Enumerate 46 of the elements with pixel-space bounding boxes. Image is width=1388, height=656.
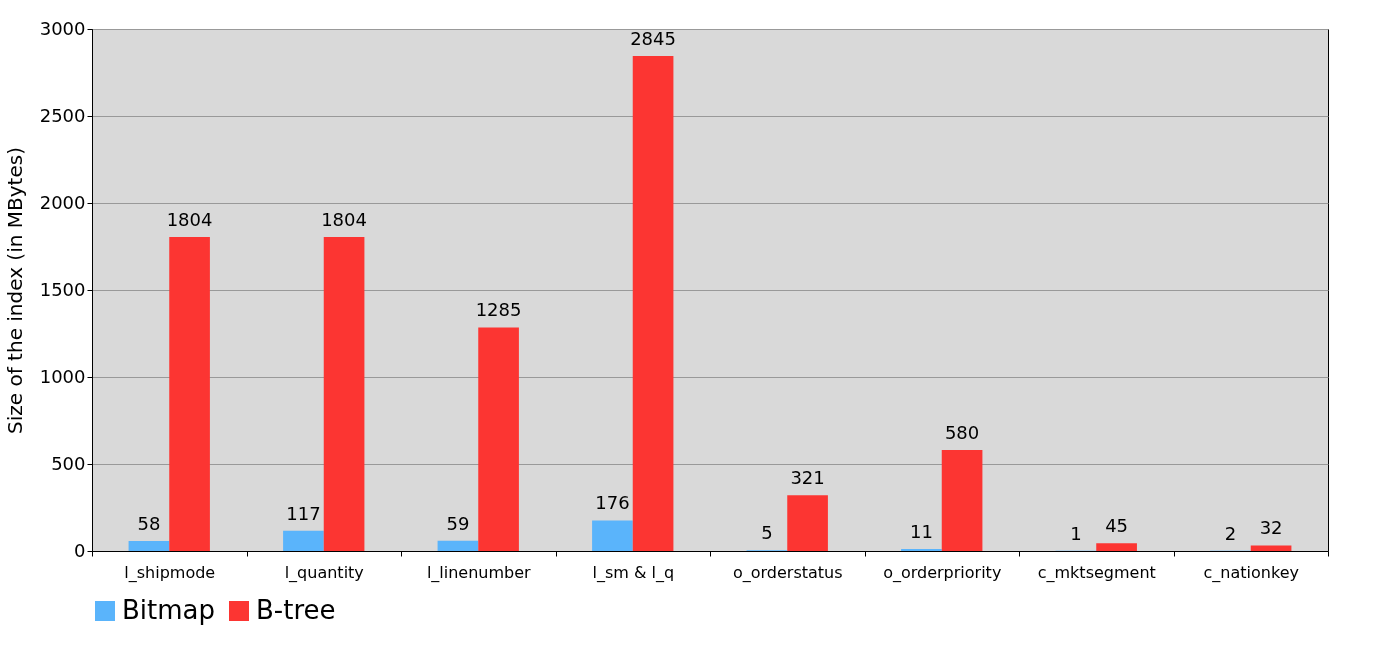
- y-tick-label: 3000: [39, 17, 86, 39]
- y-axis-title: Size of the index (in MBytes): [2, 147, 27, 434]
- data-label: 32: [1259, 517, 1283, 539]
- bar: [323, 237, 365, 551]
- y-tick-label: 500: [51, 452, 86, 474]
- data-label: 5: [761, 522, 773, 544]
- y-tick-label: 1000: [39, 365, 86, 387]
- data-label: 45: [1105, 515, 1129, 537]
- x-tick-label: l_shipmode: [124, 562, 216, 583]
- legend-label: B-tree: [256, 595, 336, 625]
- data-label: 176: [595, 492, 630, 514]
- data-label: 2845: [630, 27, 676, 49]
- data-label: 1804: [321, 209, 367, 231]
- y-tick-label: 1500: [39, 278, 86, 300]
- legend-label: Bitmap: [122, 595, 216, 625]
- x-tick-label: l_quantity: [284, 562, 364, 583]
- bar: [437, 540, 479, 551]
- bar: [169, 237, 210, 551]
- bar: [283, 530, 324, 551]
- x-tick-label: l_sm & l_q: [592, 562, 675, 583]
- bar: [478, 327, 519, 551]
- bar: [1096, 543, 1137, 551]
- data-label: 1: [1070, 522, 1082, 544]
- data-label: 1285: [475, 299, 522, 321]
- bar: [787, 495, 828, 551]
- bar: [1250, 545, 1292, 551]
- bar: [128, 540, 170, 551]
- data-label: 321: [790, 467, 825, 489]
- data-label: 1804: [166, 209, 213, 231]
- bar: [592, 520, 633, 551]
- data-label: 580: [944, 422, 980, 444]
- data-label: 58: [137, 512, 161, 534]
- x-tick-label: c_mktsegment: [1037, 562, 1156, 583]
- data-label: 11: [909, 521, 933, 543]
- x-tick-label: c_nationkey: [1203, 562, 1299, 583]
- data-label: 117: [286, 502, 321, 524]
- bar: [632, 55, 674, 551]
- y-tick-label: 2000: [39, 191, 86, 213]
- x-tick-label: o_orderpriority: [883, 562, 1002, 583]
- x-tick-label: l_linenumber: [426, 562, 532, 583]
- y-tick-label: 2500: [39, 104, 86, 126]
- y-tick-label: 0: [74, 539, 86, 561]
- data-label: 59: [446, 512, 470, 534]
- x-tick-label: o_orderstatus: [732, 562, 843, 583]
- bar: [941, 450, 983, 551]
- data-label: 2: [1224, 522, 1237, 544]
